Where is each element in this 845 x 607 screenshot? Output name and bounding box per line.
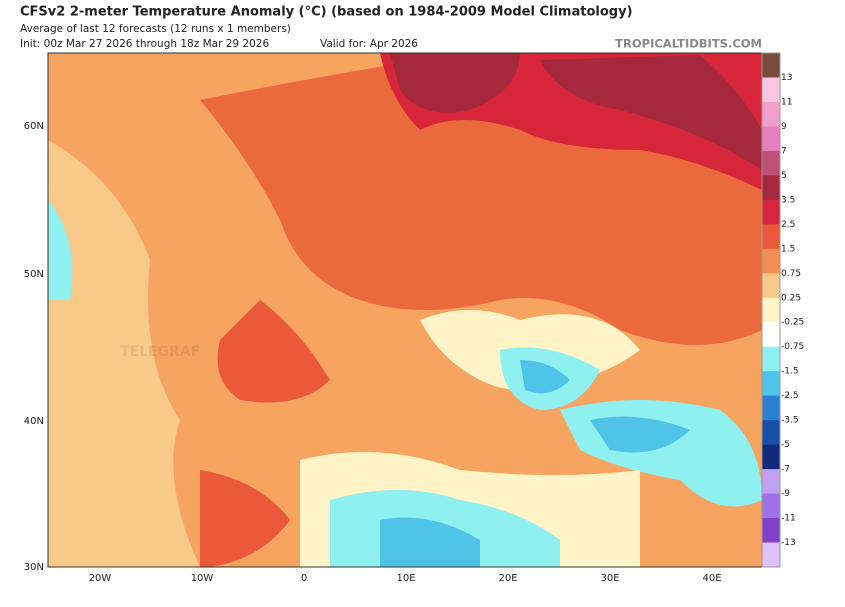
colorbar-segment (762, 175, 780, 201)
subtitle: Average of last 12 forecasts (12 runs x … (20, 23, 291, 35)
latitude-label: 60N (24, 121, 44, 132)
colorbar-label: -3.5 (781, 416, 799, 426)
colorbar-segment (762, 469, 780, 495)
longitude-label: 0 (301, 573, 307, 584)
source: TROPICALTIDBITS.COM (615, 37, 762, 51)
longitude-label: 40E (702, 573, 721, 584)
longitude-label: 20W (89, 573, 112, 584)
longitude-label: 20E (498, 573, 517, 584)
colorbar-segment (762, 224, 780, 250)
colorbar-segment (762, 542, 780, 568)
latitude-label: 40N (24, 416, 44, 427)
title: CFSv2 2-meter Temperature Anomaly (°C) (… (20, 5, 633, 20)
colorbar-segment (762, 395, 780, 421)
valid-time: Valid for: Apr 2026 (320, 38, 418, 50)
latitude-label: 30N (24, 562, 44, 573)
latitude-label: 50N (24, 269, 44, 280)
latitude-labels: 60N 50N 40N 30N (24, 121, 44, 573)
colorbar-segment (762, 199, 780, 225)
colorbar-segment (762, 493, 780, 519)
longitude-label: 10W (191, 573, 214, 584)
longitude-label: 30E (600, 573, 619, 584)
colorbar-segment (762, 248, 780, 274)
colorbar-segment (762, 126, 780, 152)
colorbar-segment (762, 101, 780, 127)
colorbar-segment (762, 77, 780, 103)
colorbar-segment (762, 53, 780, 78)
colorbar-label: 3.5 (781, 195, 795, 205)
colorbar-segment (762, 444, 780, 470)
colorbar-label: 7 (781, 146, 787, 156)
colorbar-label: -0.25 (781, 318, 804, 328)
init-time: Init: 00z Mar 27 2026 through 18z Mar 29… (20, 38, 269, 50)
longitude-labels: 20W 10W 0 10E 20E 30E 40E (89, 573, 722, 584)
colorbar-label: 13 (781, 73, 792, 83)
colorbar: 13 11 9 7 5 3.5 2.5 1.5 0.75 0.25 -0.25 -0.75 -1.5 -2… (761, 52, 804, 568)
colorbar-label: -2.5 (781, 391, 799, 401)
colorbar-segment (762, 297, 780, 323)
colorbar-label: -11 (781, 514, 796, 524)
colorbar-label: 11 (781, 97, 792, 107)
colorbar-label: 5 (781, 171, 787, 181)
watermark: TELEGRAF (120, 344, 200, 360)
colorbar-label: 0.75 (781, 269, 801, 279)
colorbar-label: -1.5 (781, 367, 799, 377)
colorbar-segment (762, 322, 780, 348)
colorbar-label: -9 (781, 489, 790, 499)
colorbar-label: -13 (781, 538, 796, 548)
colorbar-label: -5 (781, 440, 790, 450)
colorbar-segment (762, 420, 780, 446)
colorbar-segment (762, 273, 780, 299)
map (47, 52, 763, 568)
colorbar-label: 1.5 (781, 244, 795, 254)
colorbar-label: -7 (781, 465, 790, 475)
longitude-label: 10E (396, 573, 415, 584)
colorbar-label: -0.75 (781, 342, 804, 352)
colorbar-frame (761, 52, 781, 568)
colorbar-label: 0.25 (781, 293, 801, 303)
colorbar-segment (762, 150, 780, 176)
colorbar-segment (762, 346, 780, 372)
colorbar-segment (762, 518, 780, 544)
colorbar-label: 9 (781, 122, 787, 132)
colorbar-segment (762, 371, 780, 397)
colorbar-label: 2.5 (781, 220, 795, 230)
